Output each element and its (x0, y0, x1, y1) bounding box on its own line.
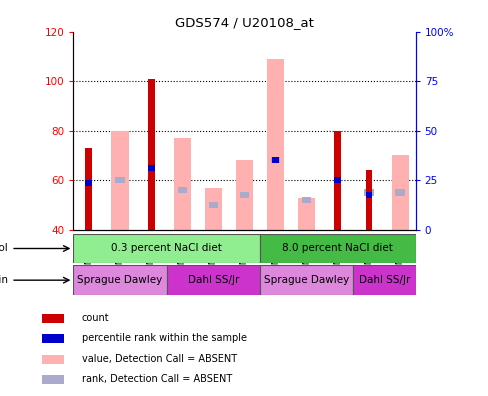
Bar (111, 131, 128, 230)
Bar (302, 197, 311, 203)
Text: 8.0 percent NaCl diet: 8.0 percent NaCl diet (282, 244, 392, 253)
Bar (365, 170, 372, 230)
Text: protocol: protocol (0, 244, 8, 253)
Bar (239, 192, 249, 198)
Bar (73, 234, 260, 263)
Bar (235, 160, 253, 230)
Bar (334, 131, 341, 230)
Bar (147, 165, 154, 171)
Bar (272, 157, 279, 164)
Bar (115, 177, 124, 183)
Title: GDS574 / U20108_at: GDS574 / U20108_at (175, 16, 313, 29)
Text: 0.3 percent NaCl diet: 0.3 percent NaCl diet (111, 244, 222, 253)
Bar (85, 148, 92, 230)
Bar (391, 155, 408, 230)
Text: strain: strain (0, 275, 8, 285)
Bar (334, 177, 341, 183)
Text: rank, Detection Call = ABSENT: rank, Detection Call = ABSENT (81, 374, 231, 385)
Bar (270, 157, 280, 164)
Text: count: count (81, 313, 109, 324)
Text: Sprague Dawley: Sprague Dawley (264, 275, 348, 285)
Bar (260, 265, 353, 295)
Bar (353, 265, 415, 295)
Bar (298, 198, 315, 230)
Bar (208, 202, 218, 208)
Bar (73, 265, 166, 295)
Text: Dahl SS/Jr: Dahl SS/Jr (187, 275, 239, 285)
Bar (364, 189, 373, 196)
Bar (166, 265, 260, 295)
Bar (260, 234, 415, 263)
Bar (266, 59, 284, 230)
Text: value, Detection Call = ABSENT: value, Detection Call = ABSENT (81, 354, 236, 364)
Text: Sprague Dawley: Sprague Dawley (77, 275, 163, 285)
Bar (42, 334, 64, 343)
Bar (42, 375, 64, 384)
Bar (147, 79, 154, 230)
Bar (395, 189, 404, 196)
Bar (42, 355, 64, 364)
Bar (85, 179, 92, 186)
Bar (42, 314, 64, 323)
Text: Dahl SS/Jr: Dahl SS/Jr (358, 275, 409, 285)
Bar (365, 192, 372, 198)
Text: percentile rank within the sample: percentile rank within the sample (81, 333, 246, 343)
Bar (204, 188, 222, 230)
Bar (177, 187, 186, 193)
Bar (173, 138, 190, 230)
